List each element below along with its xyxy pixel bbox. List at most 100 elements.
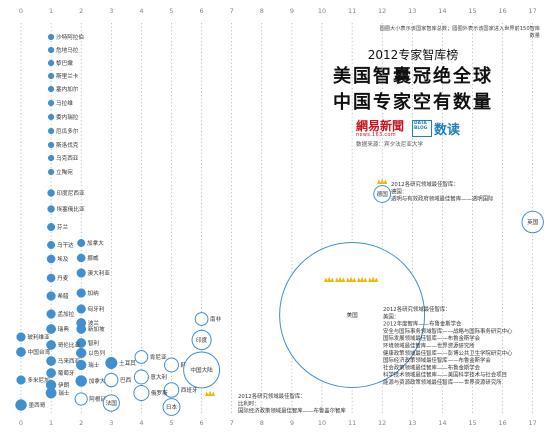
- bubble-匈牙利: [76, 304, 86, 314]
- annotation-line: 2012各研究领域最佳智库：: [383, 305, 451, 313]
- bubble-英国: [521, 210, 544, 234]
- x-tick-label: 8: [260, 419, 264, 427]
- x-tick-label: 16: [498, 419, 506, 427]
- bubble-法国: [102, 394, 120, 412]
- x-tick-label: 8: [260, 7, 264, 15]
- x-tick-label: 15: [468, 419, 476, 427]
- bubble-德国: [373, 185, 392, 203]
- netease-news-logo: 網易新聞: [356, 119, 405, 133]
- bubble-label: 巴西: [120, 377, 132, 384]
- x-tick-label: 17: [529, 7, 537, 15]
- x-tick-label: 12: [378, 419, 386, 427]
- x-tick-label: 14: [438, 7, 446, 15]
- annotation-line: 2012各研究领域最佳智库：: [391, 180, 459, 188]
- x-tick-label: 3: [109, 419, 113, 427]
- bubble-label: 委内瑞拉: [56, 113, 79, 121]
- bubble-label: 多米尼加: [27, 376, 50, 384]
- bubble-label: 芬兰: [57, 223, 69, 231]
- bubble-label: 沙特阿拉伯: [56, 33, 84, 41]
- bubble-label: 斯里兰卡: [56, 72, 79, 80]
- x-tick-label: 9: [290, 419, 294, 427]
- crown-icon: [368, 276, 379, 282]
- bubble-label: 法国: [106, 399, 118, 407]
- bubble-label: 英国: [527, 218, 539, 226]
- annotation-line: 2012年度智库——布鲁金斯学会: [383, 320, 462, 328]
- bubble-黎巴嫩: [47, 59, 55, 67]
- headline-line-1: 2012专家智库榜: [367, 48, 459, 62]
- x-tick-label: 14: [438, 419, 446, 427]
- bubble-韩国: [164, 357, 179, 373]
- x-tick-label: 9: [290, 7, 294, 15]
- annotation-line: 国际经济政策领域最佳智库——布鲁盖尔智库: [238, 407, 346, 415]
- bubble-塞内加尔: [47, 85, 55, 93]
- annotation-line: 安全与国际事务领域智库——战略与国际事务研究中心: [383, 327, 513, 335]
- crown-icon: [377, 178, 388, 184]
- crown-marks: [205, 178, 388, 396]
- bubble-label: 俄罗斯: [151, 389, 168, 397]
- bubble-label: 阿根廷: [89, 395, 106, 403]
- annotation-line: 国际发展领域最佳智库——布鲁金斯学会: [383, 334, 481, 342]
- x-tick-label: 6: [200, 419, 204, 427]
- bubble-瑞典: [46, 324, 56, 334]
- bubble-瑞士: [76, 359, 87, 371]
- bubble-希腊: [46, 291, 56, 301]
- bubble-label: 埃及: [57, 255, 69, 263]
- annotation-line: 科学技术领域最佳智库——美国科学技术与社会项目: [383, 371, 507, 379]
- x-tick-label: 3: [109, 7, 113, 15]
- bubble-marks: 沙特阿拉伯危地马拉黎巴嫩斯里兰卡塞内加尔马拉维委内瑞拉厄瓜多尔斯洛伐克乌克西亚立…: [15, 33, 544, 416]
- bubble-label: 马来西亚: [58, 357, 81, 365]
- headline-line-3: 中国专家空有数量: [333, 92, 493, 113]
- crown-icon: [357, 276, 368, 282]
- annotation-marks: 2012各研究领域最佳智库：德国：透明与有效政府领域最佳智库——透明国际2012…: [238, 180, 513, 415]
- annotation-line: 比利时：: [238, 399, 260, 407]
- bubble-危地马拉: [47, 46, 55, 54]
- annotation-line: 2012各研究领域最佳智库：: [238, 392, 306, 400]
- crown-icon: [324, 276, 335, 282]
- bubble-以色列: [76, 347, 87, 359]
- x-tick-label: 11: [348, 7, 356, 15]
- chart-note: 圆圈大小表示该国家智库总数；圆圈外表示该国家进入世界前150智库数量: [379, 26, 540, 39]
- bubble-label: 加拿大: [87, 239, 104, 247]
- x-tick-label: 7: [230, 419, 234, 427]
- bubble-label: 印度尼西亚: [57, 189, 85, 197]
- brand-name: 数读: [434, 123, 461, 138]
- bubble-label: 马拉维: [56, 99, 73, 107]
- data-source: 数据来源：宾夕法尼亚大学: [356, 142, 424, 148]
- crown-icon: [205, 390, 215, 396]
- bubble-label: 墨西哥: [29, 402, 46, 409]
- bubble-日本: [162, 398, 181, 416]
- headline-line-2: 美国智囊冠绝全球: [333, 66, 493, 87]
- x-tick-label: 0: [19, 419, 23, 427]
- bubble-label: 孟加拉: [57, 310, 74, 318]
- bubble-label: 斯洛伐克: [56, 141, 79, 149]
- bubble-label: 危地马拉: [56, 46, 79, 54]
- bubble-加纳: [76, 288, 86, 298]
- data-blog-badge: DATA BLOG: [412, 120, 432, 137]
- bubble-label: 土耳其: [119, 359, 136, 367]
- bubble-厄瓜多尔: [47, 127, 55, 135]
- bubble-哥伦比亚: [46, 340, 56, 350]
- bubble-label: 加拿大: [89, 377, 106, 385]
- bubble-意大利: [133, 369, 149, 385]
- bubble-label: 新加坡: [88, 325, 105, 333]
- x-tick-label: 1: [49, 419, 53, 427]
- bubble-南非: [194, 312, 209, 326]
- bubble-委内瑞拉: [47, 113, 55, 121]
- bubble-立陶宛: [47, 168, 55, 176]
- bubble-label: 丹麦: [57, 274, 69, 282]
- annotation-line: 美国：: [383, 312, 399, 320]
- bubble-label: 美国: [346, 311, 358, 319]
- bubble-俄罗斯: [133, 384, 150, 402]
- bubble-label: 波兰: [88, 319, 100, 327]
- bubble-label: 中国台湾: [28, 348, 51, 356]
- bubble-新加坡: [76, 324, 87, 334]
- bubble-丹麦: [46, 273, 56, 283]
- x-tick-label: 15: [468, 7, 476, 15]
- bubble-label: 南非: [210, 315, 222, 323]
- x-tick-label: 13: [408, 7, 416, 15]
- bubble-埃及: [46, 254, 56, 264]
- x-tick-label: 4: [139, 7, 143, 15]
- bubble-斯洛伐克: [47, 141, 55, 149]
- x-tick-label: 6: [200, 7, 204, 15]
- bubble-label: 挪威: [87, 254, 99, 262]
